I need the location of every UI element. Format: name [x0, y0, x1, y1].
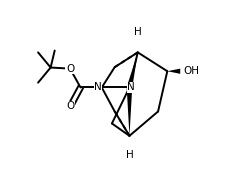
Polygon shape [127, 87, 132, 136]
Text: O: O [66, 64, 74, 74]
Polygon shape [167, 69, 180, 74]
Text: OH: OH [183, 66, 199, 76]
Text: N: N [127, 82, 135, 92]
Text: H: H [126, 150, 133, 160]
Text: H: H [134, 27, 142, 37]
Text: O: O [66, 101, 75, 111]
Text: N: N [94, 82, 102, 92]
Polygon shape [127, 52, 138, 88]
